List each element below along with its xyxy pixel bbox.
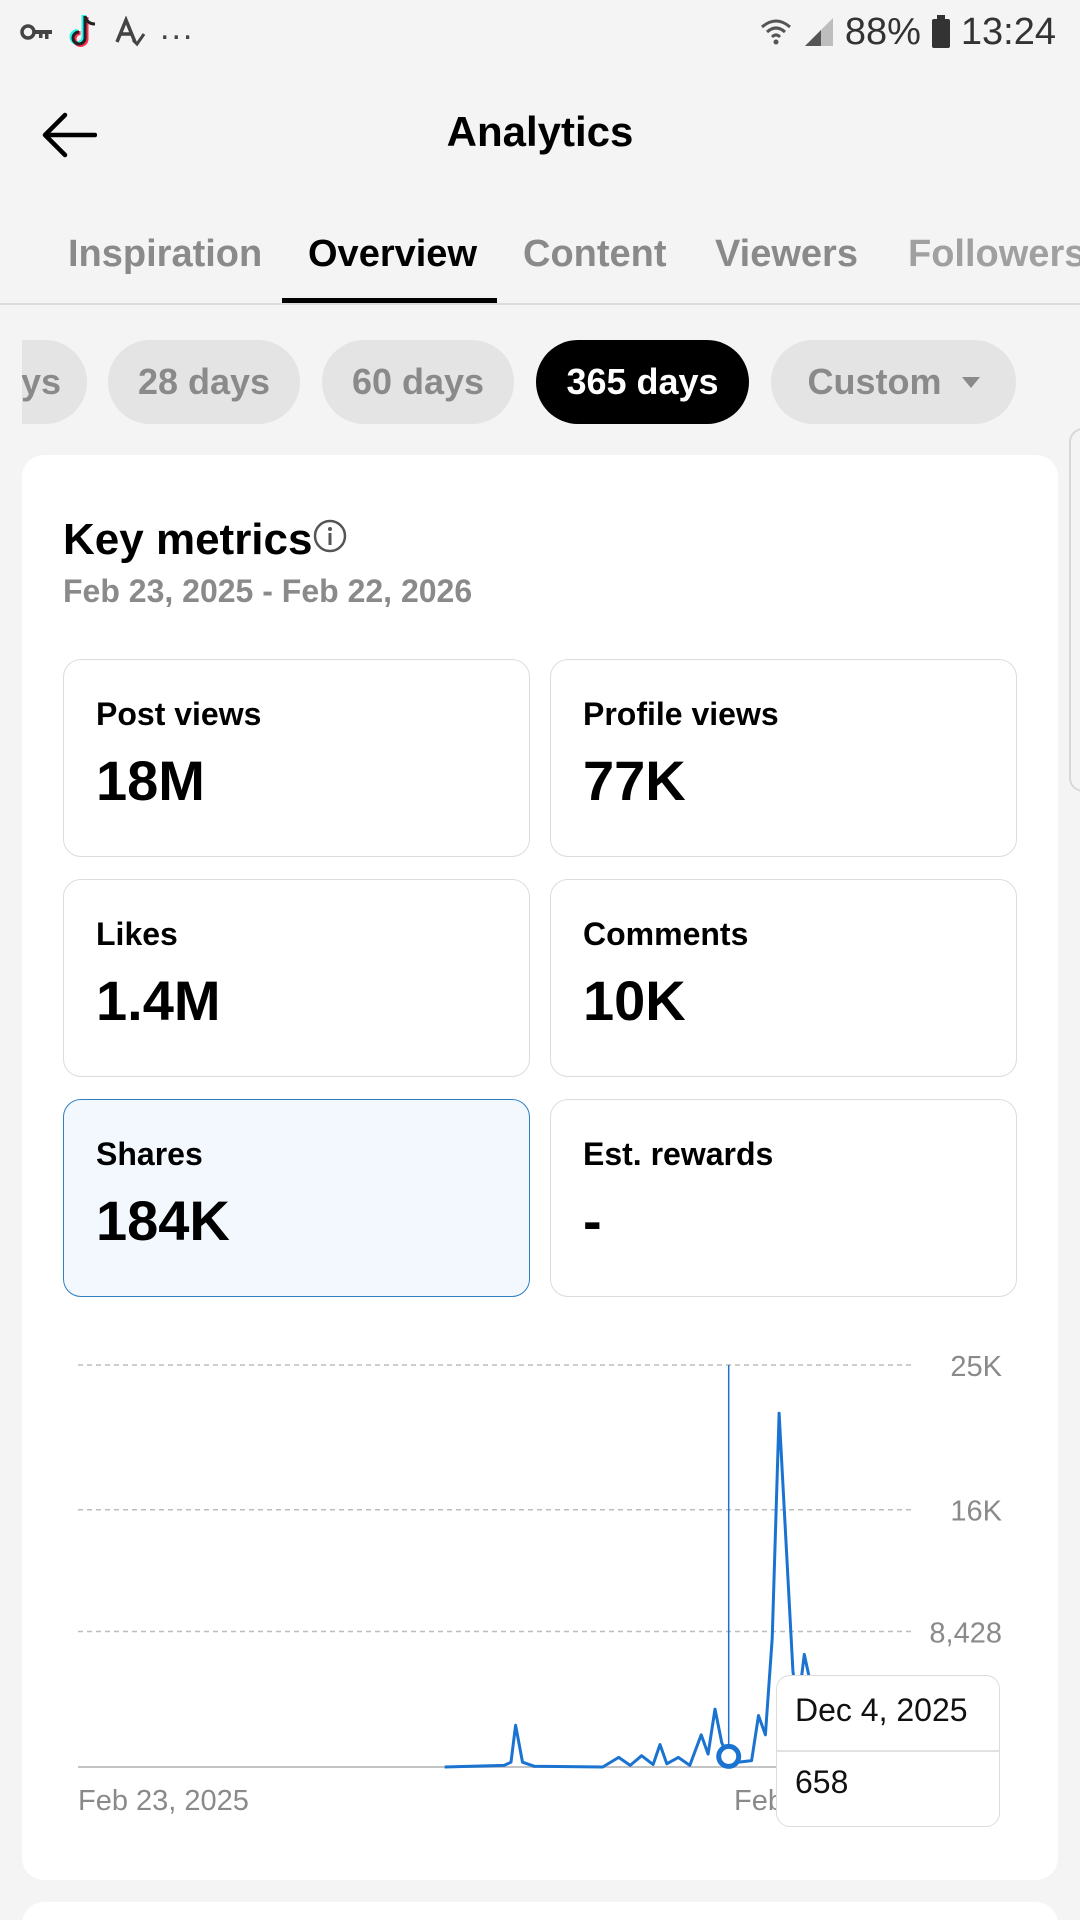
tab-inspiration[interactable]: Inspiration: [68, 233, 263, 275]
tab-overview[interactable]: Overview: [308, 233, 477, 275]
period-chip-custom[interactable]: Custom: [771, 340, 1016, 424]
tooltip-date: Dec 4, 2025: [795, 1692, 968, 1728]
tooltip-value: 658: [795, 1764, 849, 1800]
period-chip-label: 28 days: [137, 361, 271, 402]
back-button[interactable]: [36, 102, 102, 168]
metric-value: 1.4M: [96, 969, 221, 1032]
period-chip-60-days[interactable]: 60 days: [322, 340, 514, 424]
status-bar-right: 88% 13:24: [759, 10, 1056, 54]
info-icon[interactable]: [312, 518, 348, 554]
tiktok-icon: [69, 15, 96, 47]
battery-icon: [931, 15, 950, 48]
more-notifications-indicator: ...: [160, 8, 195, 47]
y-tick-label: 16K: [950, 1496, 1002, 1528]
active-tab-indicator: [282, 298, 497, 303]
date-range: Feb 23, 2025 - Feb 22, 2026: [63, 573, 473, 609]
metric-card-post-views[interactable]: Post views 18M: [63, 659, 530, 857]
status-bar: ... 88% 13:24: [0, 0, 1080, 66]
period-chip-365-days[interactable]: 365 days: [536, 340, 749, 424]
metric-card-est-rewards[interactable]: Est. rewards -: [550, 1099, 1017, 1297]
tab-content[interactable]: Content: [523, 233, 667, 275]
y-tick-label: 25K: [950, 1351, 1002, 1383]
next-section-card: [22, 1902, 1058, 1920]
shares-series-line: [444, 1411, 813, 1769]
key-metrics-title: Key metrics: [63, 515, 313, 564]
metric-label: Comments: [583, 916, 749, 952]
wifi-icon: [760, 19, 791, 45]
period-chip-7-days[interactable]: ys: [22, 340, 87, 424]
metric-card-comments[interactable]: Comments 10K: [550, 879, 1017, 1077]
signal-icon: [804, 18, 833, 46]
battery-percentage: 88%: [844, 10, 921, 53]
x-tick-label: Feb 23, 2025: [78, 1785, 249, 1817]
metric-value: 184K: [96, 1189, 230, 1252]
metric-card-likes[interactable]: Likes 1.4M: [63, 879, 530, 1077]
metric-label: Est. rewards: [583, 1136, 774, 1172]
period-chip-label: ys: [22, 361, 61, 402]
analytics-tabs: Inspiration Overview Content Viewers Fol…: [0, 215, 1080, 305]
side-scroll-handle[interactable]: [1069, 428, 1080, 792]
tab-viewers[interactable]: Viewers: [715, 233, 858, 275]
key-icon: [20, 24, 52, 40]
period-chip-label: 365 days: [566, 361, 719, 402]
tooltip-divider: [777, 1750, 999, 1752]
metric-label: Shares: [96, 1136, 203, 1172]
chart-tooltip: Dec 4, 2025 658: [776, 1675, 1000, 1827]
metric-label: Post views: [96, 696, 262, 732]
metric-value: 10K: [583, 969, 686, 1032]
page-title: Analytics: [446, 108, 634, 155]
metric-label: Profile views: [583, 696, 779, 732]
period-chip-label: 60 days: [351, 361, 485, 402]
metric-card-shares[interactable]: Shares 184K: [63, 1099, 530, 1297]
autofill-icon: [115, 16, 146, 47]
key-metrics-card: Key metrics Feb 23, 2025 - Feb 22, 2026 …: [22, 455, 1058, 1880]
period-chip-28-days[interactable]: 28 days: [108, 340, 300, 424]
period-chip-label: Custom: [807, 361, 942, 402]
metric-value: 18M: [96, 749, 205, 812]
metric-label: Likes: [96, 916, 178, 952]
metric-value: -: [583, 1189, 602, 1252]
back-arrow-icon: [42, 112, 97, 158]
tab-followers[interactable]: Followers: [908, 233, 1080, 275]
status-bar-left: ...: [20, 8, 195, 54]
dropdown-caret-icon: [961, 376, 980, 388]
period-selector: ys 28 days 60 days 365 days Custom: [22, 340, 1080, 424]
clock: 13:24: [960, 10, 1056, 53]
metric-card-profile-views[interactable]: Profile views 77K: [550, 659, 1017, 857]
app-header: Analytics: [0, 80, 1080, 190]
metric-value: 77K: [583, 749, 686, 812]
y-tick-label: 8,428: [929, 1617, 1002, 1649]
highlighted-data-point: [716, 1743, 742, 1769]
